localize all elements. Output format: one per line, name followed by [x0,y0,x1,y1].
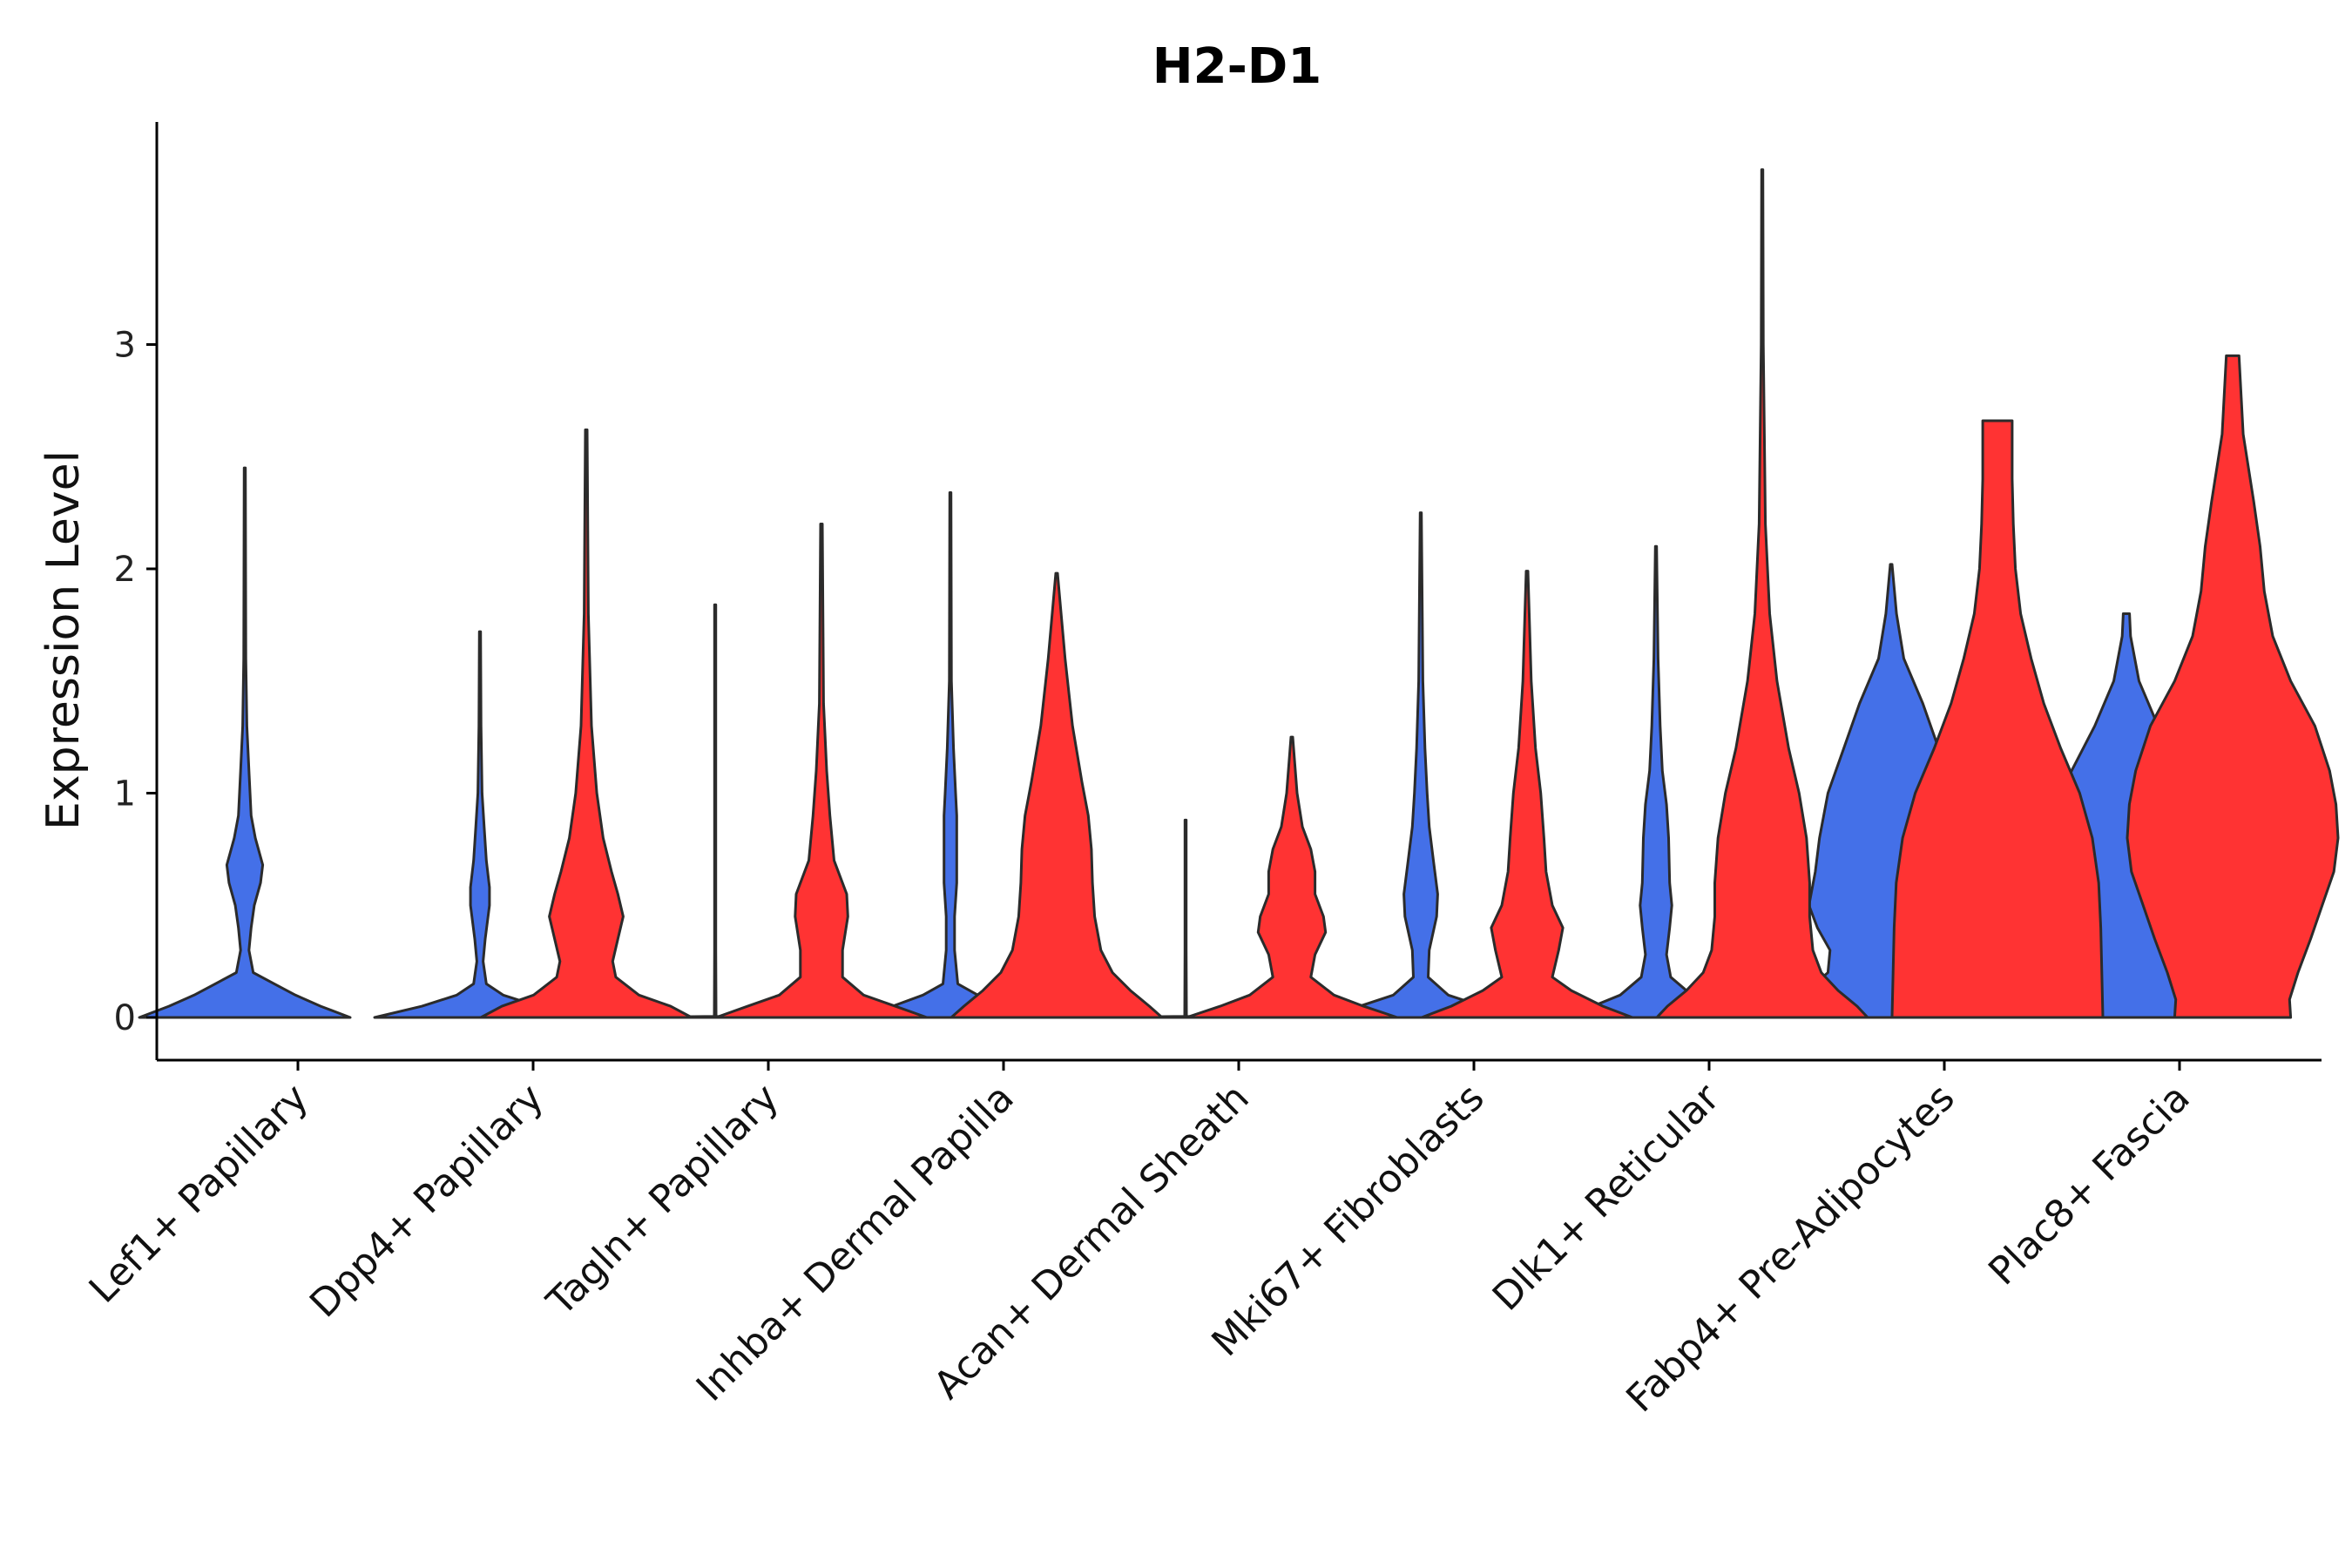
x-tick-label: Dlk1+ Reticular [1484,1075,1729,1320]
chart-title: H2-D1 [1152,38,1322,95]
violin-group2-mki67-fibroblasts [1420,570,1634,1019]
x-tick-label: Dpp4+ Papillary [301,1076,552,1327]
x-tick-label: Plac8+ Fascia [1980,1076,2199,1294]
x-tick-label: Lef1+ Papillary [81,1076,317,1312]
violin-group2-fabp4-pre-adipocytes [1890,419,2105,1019]
violin-group1-lef1-papillary [138,466,352,1019]
y-tick-label: 0 [114,998,136,1038]
violin-group2-plac8-fascia [2126,354,2340,1019]
violin-group1-inhba-dermal-papilla [843,491,1058,1019]
y-tick-label: 3 [114,326,136,366]
violin-group2-acan-dermal-sheath [1185,735,1399,1019]
violin-group1-dpp4-papillary [373,630,587,1019]
x-tick-label: Mki67+ Fibroblasts [1203,1076,1492,1365]
y-tick-label: 1 [114,774,136,814]
y-tick-label: 2 [114,550,136,590]
violin-group2-inhba-dermal-papilla [950,571,1164,1019]
violin-group2-dlk1-reticular [1655,168,1869,1019]
violin-group1-tagln-papillary [608,603,822,1019]
violin-group2-tagln-papillary [714,523,929,1019]
violin-group1-mki67-fibroblasts [1314,511,1528,1019]
violin-group1-dlk1-reticular [1549,544,1763,1019]
violin-layer [138,168,2340,1019]
y-axis-label: Expression Level [37,450,90,830]
violin-group2-dpp4-papillary [479,428,693,1019]
x-tick-label: Tagln+ Papillary [538,1076,787,1325]
